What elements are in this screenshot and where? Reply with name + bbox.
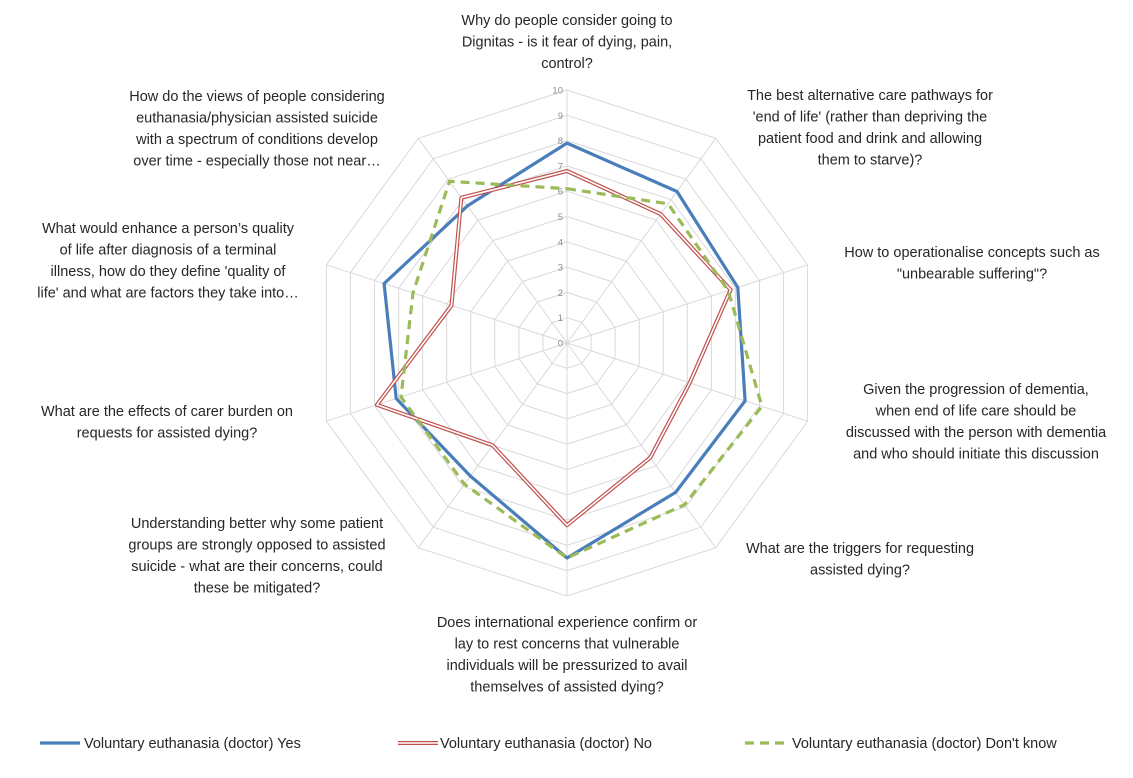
series-outline [399,179,764,560]
r-tick-label: 0 [558,339,563,350]
category-label: What are the triggers for requesting assi… [746,541,974,579]
legend-item-2: Voluntary euthanasia (doctor) No [398,736,652,752]
r-tick-label: 2 [558,288,563,299]
r-tick-label: 8 [558,136,563,147]
r-tick-label: 5 [558,212,563,223]
legend-item-1: Voluntary euthanasia (doctor) Yes [40,736,301,752]
category-label: Does international experience confirm or… [437,615,697,696]
grid-spoke [566,138,717,344]
legend-label: Voluntary euthanasia (doctor) No [440,736,652,752]
grid-spoke [326,342,568,422]
grid-spoke [566,264,808,344]
radial-tick-labels: 0 1 2 3 4 5 6 7 8 9 10 [552,86,563,350]
series-outline [382,141,747,560]
legend: Voluntary euthanasia (doctor) Yes Volunta… [40,736,1057,752]
series-layer [374,141,764,560]
grid-spoke [417,138,568,344]
grid-spoke [566,342,808,422]
series-line-2 [374,169,733,528]
r-tick-label: 6 [558,187,563,198]
category-label: Why do people consider going to Dignitas … [461,13,672,72]
category-label: How do the views of people considering eu… [129,89,385,170]
series-line-3 [399,179,764,560]
category-label: What would enhance a person’s quality of … [37,221,299,302]
r-tick-label: 9 [558,111,563,122]
category-label: How to operationalise concepts such as "u… [844,245,1100,283]
series-line-1 [382,141,747,560]
legend-label: Voluntary euthanasia (doctor) Don't know [792,736,1057,752]
r-tick-label: 3 [558,263,563,274]
grid-spoke [326,264,568,344]
r-tick-label: 10 [552,86,563,97]
category-label: Given the progression of dementia, when e… [846,382,1107,463]
series-outline-inner [376,170,732,527]
r-tick-label: 7 [558,161,563,172]
legend-item-3: Voluntary euthanasia (doctor) Don't know [745,736,1057,752]
category-label: Understanding better why some patient gro… [128,516,385,597]
category-label: What are the effects of carer burden on r… [41,404,293,442]
category-labels: Why do people consider going to Dignitas … [37,13,1107,696]
radar-grid [325,89,809,597]
category-label: The best alternative care pathways for'e… [747,88,993,169]
legend-label: Voluntary euthanasia (doctor) Yes [84,736,301,752]
r-tick-label: 4 [558,237,563,248]
grid-spoke [566,342,717,548]
r-tick-label: 1 [558,313,563,324]
series-outline-outer [374,169,733,528]
